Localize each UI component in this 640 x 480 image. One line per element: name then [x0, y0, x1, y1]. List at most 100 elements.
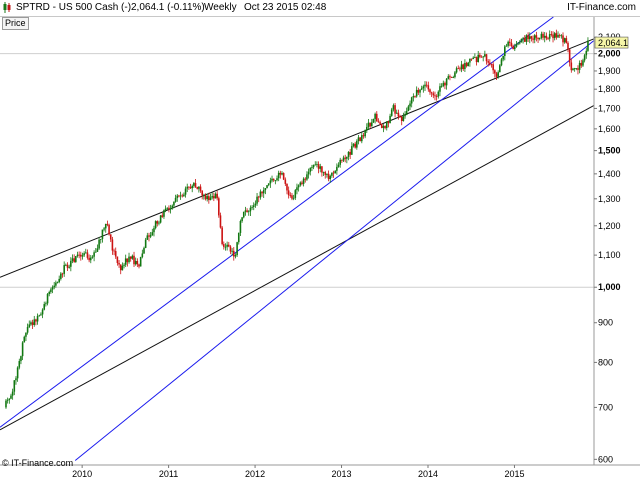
candle-body	[433, 93, 435, 95]
candle-body	[70, 261, 72, 267]
candle-body	[123, 265, 125, 266]
candle-body	[411, 97, 413, 103]
candle-body	[243, 212, 245, 217]
candle-body	[33, 319, 35, 325]
candle-body	[73, 258, 75, 262]
candle-body	[353, 144, 355, 146]
candle-body	[472, 58, 474, 59]
candle-body	[344, 158, 346, 159]
candle-body	[120, 264, 122, 270]
candle-body	[492, 64, 494, 70]
candle-body	[399, 116, 401, 117]
y-tick-label: 800	[598, 357, 613, 367]
candle-body	[301, 183, 303, 184]
candle-body	[193, 183, 195, 186]
candle-body	[288, 190, 290, 195]
candle-body	[576, 68, 578, 69]
candle-body	[359, 137, 361, 141]
candle-body	[235, 255, 237, 256]
candle-body	[166, 208, 168, 209]
candle-body	[271, 179, 273, 181]
candle-body	[291, 195, 293, 198]
candle-body	[526, 35, 528, 42]
last-price-label: 2,064.1	[598, 38, 628, 48]
candle-body	[532, 39, 534, 40]
candle-body	[88, 258, 90, 260]
candle-body	[348, 152, 350, 157]
y-tick-label: 900	[598, 318, 613, 328]
candle-body	[384, 126, 386, 128]
candle-body	[196, 187, 198, 189]
candle-body	[389, 116, 391, 123]
candle-body	[148, 235, 150, 236]
candle-body	[35, 319, 37, 321]
candle-body	[295, 190, 297, 198]
candle-body	[236, 242, 238, 255]
candle-body	[373, 119, 375, 122]
candle-body	[13, 380, 15, 391]
candle-body	[250, 208, 252, 212]
candle-body	[105, 224, 107, 228]
candle-body	[170, 208, 172, 209]
candle-body	[175, 198, 177, 202]
candle-body	[245, 210, 247, 211]
candle-body	[27, 327, 29, 333]
candle	[521, 39, 523, 43]
candle-body	[524, 38, 526, 42]
y-tick-label: 1,600	[598, 124, 621, 134]
candle	[373, 119, 375, 123]
candle-body	[108, 225, 110, 235]
candle-body	[231, 251, 233, 252]
candle-body	[318, 164, 320, 169]
candle-body	[572, 69, 574, 71]
candle-body	[562, 35, 564, 42]
candle-body	[48, 292, 50, 294]
candle-body	[165, 209, 167, 210]
candle-body	[113, 251, 115, 252]
candle-body	[137, 261, 139, 264]
candle-body	[306, 174, 308, 179]
candle-body	[155, 221, 157, 228]
candle-body	[467, 63, 469, 67]
candle-body	[406, 111, 408, 115]
candle-body	[341, 160, 343, 161]
candle-body	[130, 257, 132, 259]
candle-body	[203, 195, 205, 196]
candle-body	[87, 252, 89, 257]
candle-body	[93, 252, 95, 256]
candle	[381, 124, 383, 129]
candle-body	[240, 221, 242, 233]
candle-body	[582, 60, 584, 65]
candle-body	[418, 90, 420, 93]
candle-body	[409, 103, 411, 106]
candle-body	[487, 61, 489, 62]
panel-label[interactable]: Price	[2, 17, 29, 30]
candle-body	[577, 68, 579, 70]
candle-body	[502, 56, 504, 59]
candle-body	[371, 122, 373, 126]
candle-body	[90, 258, 92, 260]
candle-body	[213, 196, 215, 198]
candle-body	[30, 322, 32, 324]
candle-body	[22, 342, 24, 356]
candle-body	[368, 123, 370, 127]
candle-body	[546, 36, 548, 38]
candle-body	[556, 33, 558, 37]
candle-body	[10, 396, 12, 399]
candle-body	[208, 196, 210, 200]
candle-body	[491, 64, 493, 65]
candle-body	[85, 252, 87, 253]
candle-body	[58, 279, 60, 282]
candle-body	[25, 333, 27, 337]
candle-body	[67, 265, 69, 268]
candle-body	[303, 179, 305, 184]
candle-body	[426, 85, 428, 86]
candle-body	[82, 255, 84, 256]
candle-body	[471, 59, 473, 60]
candle-body	[117, 257, 119, 263]
candle	[499, 64, 501, 72]
candle-body	[63, 265, 65, 274]
candle-body	[150, 235, 152, 237]
candle-body	[428, 85, 430, 89]
